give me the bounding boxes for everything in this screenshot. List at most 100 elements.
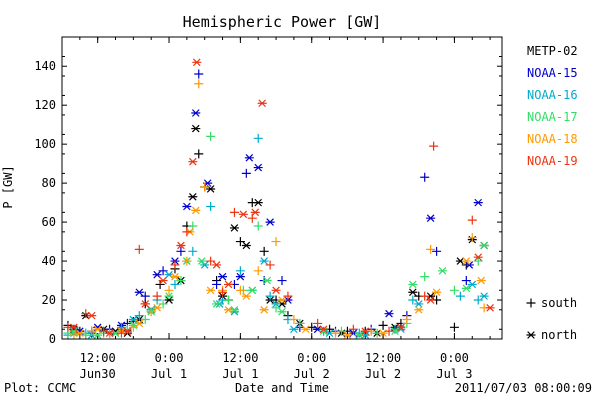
north-point: [229, 224, 239, 232]
north-point: [354, 331, 364, 339]
south-point: [241, 168, 251, 178]
south-point: [336, 326, 346, 336]
north-point: [200, 261, 210, 269]
north-point: [277, 307, 287, 316]
series-noaa-19: [63, 58, 495, 338]
south-point: [170, 260, 180, 270]
south-point: [289, 315, 299, 325]
north-point: [360, 327, 370, 336]
south-point: [155, 279, 165, 289]
north-point: [467, 280, 477, 289]
north-point: [408, 288, 418, 297]
legend-marker-label-south: south: [541, 296, 577, 310]
south-point: [122, 324, 132, 334]
south-point: [128, 322, 138, 332]
series-legend: METP-02 NOAA-15 NOAA-16 NOAA-17 NOAA-18 NOAA-…: [527, 44, 578, 168]
north-point: [432, 288, 442, 297]
south-point: [253, 221, 263, 231]
south-point: [116, 328, 126, 338]
north-point: [479, 241, 489, 250]
south-point: [164, 285, 174, 295]
legend-plus-symbol: [526, 298, 536, 308]
legend-marker-label-north: north: [541, 328, 577, 342]
north-point: [241, 241, 251, 250]
north-point: [191, 109, 201, 117]
y-axis-label: P [GW]: [1, 165, 15, 208]
north-point: [212, 300, 222, 308]
north-point: [319, 325, 329, 334]
south-point: [188, 246, 198, 256]
south-point: [408, 295, 418, 305]
south-point: [158, 299, 168, 309]
north-point: [426, 214, 436, 222]
south-point: [473, 295, 483, 305]
south-point: [449, 285, 459, 295]
south-point: [331, 328, 341, 338]
south-point: [348, 324, 358, 334]
north-point: [191, 124, 201, 133]
x-tick-time-label: 0:00: [440, 351, 469, 365]
north-point: [247, 286, 257, 295]
north-point: [75, 329, 85, 337]
chart-title: Hemispheric Power [GW]: [183, 13, 382, 31]
north-point: [188, 157, 198, 166]
x-tick-date-label: Jul 2: [365, 367, 401, 381]
north-point: [206, 286, 216, 295]
south-point: [206, 256, 216, 266]
south-point: [265, 260, 275, 270]
north-point: [134, 319, 144, 328]
south-point: [223, 295, 233, 305]
north-point: [238, 210, 248, 219]
south-point: [259, 246, 269, 256]
north-point: [473, 253, 483, 261]
south-point: [235, 285, 245, 295]
timestamp: 2011/07/03 08:00:09: [455, 381, 592, 395]
south-point: [218, 287, 228, 297]
south-point: [467, 233, 477, 243]
south-point: [170, 279, 180, 289]
north-point: [164, 292, 174, 300]
south-point: [271, 237, 281, 247]
south-point: [200, 182, 210, 192]
north-point: [223, 280, 233, 289]
north-point: [342, 331, 352, 339]
north-point: [485, 304, 495, 312]
south-point: [432, 246, 442, 256]
y-tick-label: 100: [34, 137, 56, 151]
north-point: [170, 272, 180, 281]
north-point: [152, 304, 162, 312]
north-point: [191, 206, 201, 215]
x-axis-ticks: 12:00 Jun30 0:00 Jul 1 12:00 Jul 1 0:00 Jul 2 12…: [61, 37, 491, 381]
south-point: [152, 291, 162, 301]
south-point: [426, 244, 436, 254]
north-point: [218, 272, 228, 281]
series-noaa-15: [69, 69, 483, 337]
south-point: [449, 322, 459, 332]
south-point: [81, 330, 91, 340]
north-point: [241, 292, 251, 300]
south-point: [206, 202, 216, 212]
y-tick-label: 20: [42, 293, 56, 307]
south-point: [194, 149, 204, 159]
north-point: [259, 305, 269, 314]
series-noaa-18: [69, 79, 489, 340]
north-point: [235, 272, 245, 281]
north-point: [250, 208, 260, 217]
north-point: [152, 270, 162, 279]
south-point: [140, 291, 150, 301]
south-point: [277, 276, 287, 286]
x-tick-date-label: Jun30: [80, 367, 116, 381]
south-point: [473, 256, 483, 266]
y-tick-label: 40: [42, 254, 56, 268]
north-point: [140, 300, 150, 308]
south-point: [384, 326, 394, 336]
legend-entry-noaa-17: NOAA-17: [527, 110, 578, 124]
x-tick-time-label: 0:00: [155, 351, 184, 365]
legend-star-symbol: [526, 331, 536, 339]
north-point: [476, 276, 486, 285]
south-point: [420, 172, 430, 182]
x-axis-label: Date and Time: [235, 381, 329, 395]
north-point: [289, 325, 299, 334]
plot-credit: Plot: CCMC: [4, 381, 76, 395]
south-point: [176, 276, 186, 286]
